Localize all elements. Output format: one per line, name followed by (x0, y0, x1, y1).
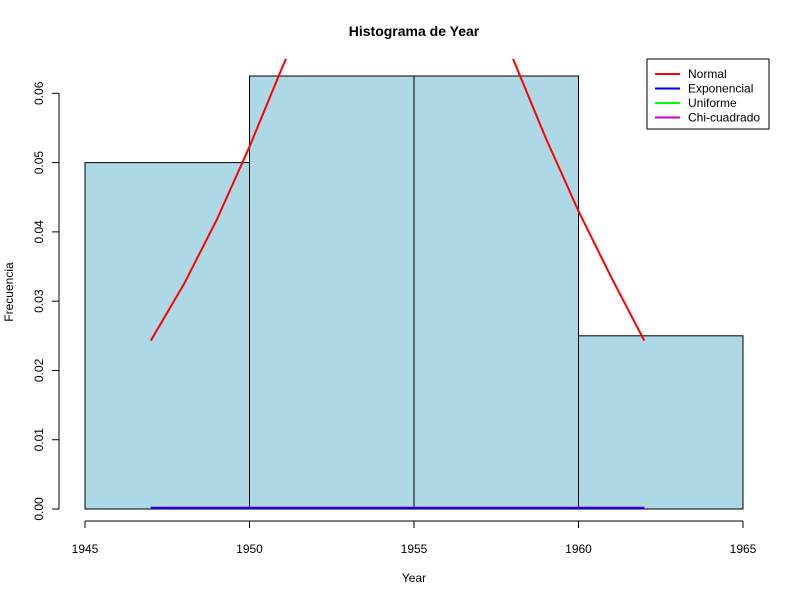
y-tick-label: 0.06 (32, 81, 46, 105)
y-tick-label: 0.02 (32, 358, 46, 382)
chart-title: Histograma de Year (349, 23, 480, 39)
x-tick-label: 1960 (565, 542, 592, 556)
legend-label: Uniforme (688, 96, 737, 110)
histogram-bar-3 (413, 75, 579, 510)
histogram-bar-2 (249, 75, 415, 510)
legend-label: Exponencial (688, 82, 753, 96)
y-tick-label: 0.01 (32, 428, 46, 452)
legend-label: Chi-cuadrado (688, 111, 760, 125)
y-tick-label: 0.05 (32, 151, 46, 175)
y-tick-label: 0.03 (32, 289, 46, 313)
y-axis-label: Frecuencia (2, 262, 16, 322)
histogram-bar-1 (84, 162, 250, 510)
normal-curve (149, 59, 646, 342)
x-tick-label: 1965 (730, 542, 757, 556)
legend-box (646, 58, 770, 130)
x-tick-label: 1945 (72, 542, 99, 556)
y-axis: 0.00 0.01 0.02 0.03 0.04 0.05 0.06 (32, 81, 60, 521)
histogram-bar-4 (578, 335, 744, 510)
x-axis-label: Year (402, 571, 426, 585)
y-tick-label: 0.00 (32, 497, 46, 521)
x-tick-label: 1950 (236, 542, 263, 556)
x-axis: 1945 1950 1955 1960 1965 (72, 520, 757, 556)
density-curves (149, 59, 646, 509)
histogram-bars (84, 75, 744, 510)
x-tick-label: 1955 (401, 542, 428, 556)
y-tick-label: 0.04 (32, 220, 46, 244)
legend-label: Normal (688, 67, 727, 81)
